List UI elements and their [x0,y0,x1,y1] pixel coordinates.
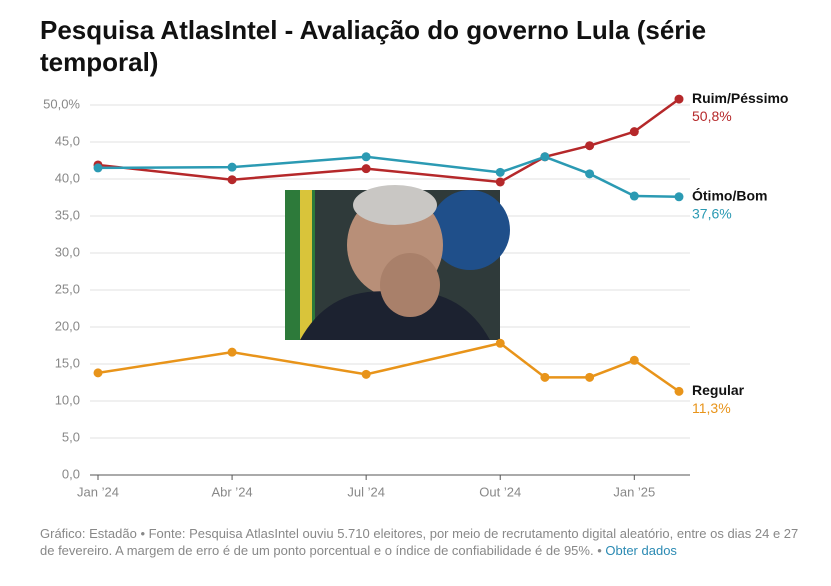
value-label: 11,3% [692,400,731,416]
y-tick-label: 45,0 [55,133,80,148]
data-link[interactable]: Obter dados [605,543,677,558]
point [227,347,237,357]
point [629,127,639,137]
point [361,369,371,379]
point [540,152,550,162]
value-label: 50,8% [692,108,732,124]
y-tick-label: 10,0 [55,392,80,407]
point [629,191,639,201]
series-line [97,341,680,393]
legend-label: Ruim/Péssimo [692,90,788,106]
value-label: 37,6% [692,205,732,221]
point [585,372,595,382]
point [495,177,505,187]
point [495,167,505,177]
legend-label: Ótimo/Bom [692,186,767,203]
y-tick-label: 20,0 [55,318,80,333]
point [585,169,595,179]
point [227,162,237,172]
footer: Gráfico: Estadão • Fonte: Pesquisa Atlas… [40,525,800,559]
x-tick-label: Jan ’24 [77,484,119,499]
y-tick-label: 25,0 [55,281,80,296]
y-tick-label: 5,0 [62,429,80,444]
point [495,338,505,348]
y-tick-label: 40,0 [55,170,80,185]
x-tick-label: Jul ’24 [347,484,385,499]
chart-title: Pesquisa AtlasIntel - Avaliação do gover… [40,15,707,77]
point [361,164,371,174]
y-tick-label: 50,0% [43,96,80,111]
y-tick-label: 35,0 [55,207,80,222]
photo [285,185,510,340]
series-line [97,155,680,199]
point [674,94,684,104]
y-tick-label: 30,0 [55,244,80,259]
x-tick-label: Abr ’24 [211,484,252,499]
point [361,152,371,162]
point [93,163,103,173]
point [540,372,550,382]
point [674,192,684,202]
point [227,175,237,185]
footer-text: Gráfico: Estadão • Fonte: Pesquisa Atlas… [40,526,799,558]
point [585,141,595,151]
chart: 0,0 5,0 10,0 15,0 20,0 25,0 30,0 35,0 40,0 45,0 50… [43,90,788,500]
point [629,355,639,365]
x-tick-label: Jan ’25 [613,484,655,499]
y-tick-label: 0,0 [62,466,80,481]
legend-label: Regular [692,382,745,398]
series-line [97,98,680,184]
x-tick-label: Out ’24 [479,484,521,499]
point [674,386,684,396]
point [93,368,103,378]
y-tick-label: 15,0 [55,355,80,370]
